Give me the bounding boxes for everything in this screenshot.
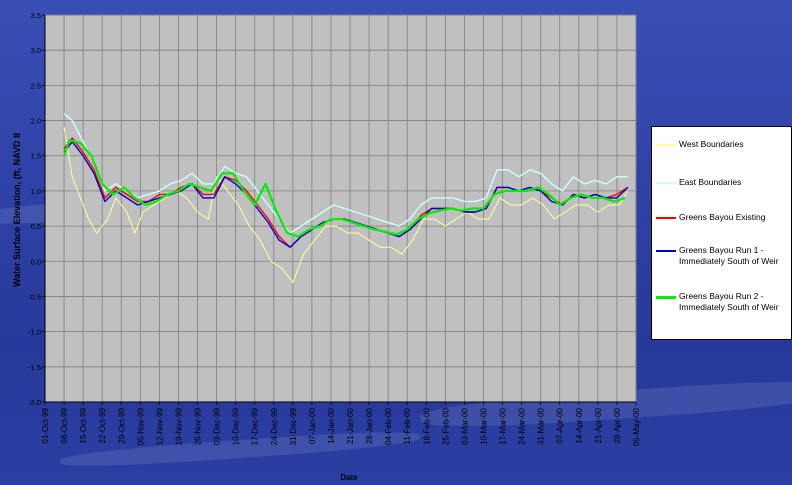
x-tick-label: 10-Dec-99 [232, 407, 241, 445]
series-line-2 [63, 112, 628, 234]
y-tick-label: 3.0 [31, 46, 41, 55]
x-tick-label: 17-Dec-99 [251, 407, 260, 445]
y-tick-label: -0.5 [28, 292, 41, 301]
legend-swatch [656, 250, 676, 252]
y-tick-label: 1.0 [31, 187, 41, 196]
x-tick-label: 01-Oct-99 [41, 407, 50, 443]
chart-legend: West Boundaries East Boundaries Greens Bay… [651, 126, 792, 340]
x-tick-label: 05-Nov-99 [136, 407, 145, 445]
series-line-1 [63, 127, 629, 283]
x-tick-label: 28-Jan-00 [365, 407, 374, 444]
x-tick-label: 12-Nov-99 [155, 407, 164, 445]
legend-swatch [656, 144, 676, 146]
y-tick-label: -2.0 [28, 398, 41, 407]
x-tick-label: 25-Feb-00 [441, 407, 450, 444]
y-tick-label: -1.0 [28, 328, 41, 337]
x-tick-label: 07-Apr-00 [556, 407, 565, 443]
x-tick-label: 18-Feb-00 [422, 407, 431, 444]
y-tick-label: 2.5 [31, 81, 41, 90]
legend-swatch [656, 217, 676, 219]
legend-label: Greens Bayou Run 2 - Immediately South o… [679, 291, 779, 312]
x-tick-label: 22-Oct-99 [98, 407, 107, 443]
x-tick-label: 21-Jan-00 [346, 407, 355, 444]
x-tick-label: 15-Oct-99 [79, 407, 88, 443]
legend-swatch [656, 182, 676, 184]
x-tick-label: 19-Nov-99 [174, 407, 183, 445]
y-tick-label: 0.5 [31, 222, 41, 231]
x-tick-label: 14-Apr-00 [575, 407, 584, 443]
x-tick-label: 21-Apr-00 [594, 407, 603, 443]
x-tick-label: 10-Mar-00 [479, 407, 488, 444]
legend-label: East Boundaries [679, 177, 742, 187]
y-tick-label: 3.5 [31, 11, 41, 20]
x-tick-label: 31-Mar-00 [537, 407, 546, 444]
x-tick-label: 31-Dec-99 [289, 407, 298, 445]
x-tick-label: 05-May-00 [632, 407, 641, 446]
y-tick-label: -1.5 [28, 363, 41, 372]
y-tick-label: 0.0 [31, 257, 41, 266]
y-tick-label: 2.0 [31, 117, 41, 126]
x-tick-label: 03-Dec-99 [213, 407, 222, 445]
legend-swatch [656, 296, 676, 299]
x-tick-label: 24-Mar-00 [518, 407, 527, 444]
x-axis-label: Date [340, 473, 358, 482]
x-tick-label: 07-Jan-00 [308, 407, 317, 444]
legend-label: Greens Bayou Run 1 - Immediately South o… [679, 245, 779, 266]
y-tick-label: 1.5 [31, 152, 41, 161]
series-lines [63, 112, 629, 283]
x-tick-label: 26-Nov-99 [194, 407, 203, 445]
x-tick-label: 24-Dec-99 [270, 407, 279, 445]
x-axis-ticks: 01-Oct-99 08-Oct-99 15-Oct-99 22-Oct-99 29-O… [41, 401, 641, 446]
plot-area [44, 14, 637, 403]
series-line-5 [63, 139, 626, 238]
x-tick-label: 08-Oct-99 [60, 407, 69, 443]
legend-label: West Boundaries [679, 139, 744, 149]
x-tick-label: 29-Oct-99 [117, 407, 126, 443]
legend-label: Greens Bayou Existing [679, 212, 766, 222]
x-tick-label: 04-Feb-00 [384, 407, 393, 444]
x-tick-label: 28-Apr-00 [613, 407, 622, 443]
x-tick-label: 03-Mar-00 [460, 407, 469, 444]
x-tick-label: 17-Mar-00 [499, 407, 508, 444]
y-axis-label: Water Surface Elevation, (ft, NAVD 8 [12, 133, 22, 287]
x-tick-label: 14-Jan-00 [327, 407, 336, 444]
y-axis-ticks: -2.0 -1.5 -1.0 -0.5 0.0 0.5 1.0 1.5 2.0 2.5 3.0 3.5 [28, 11, 46, 407]
x-tick-label: 11-Feb-00 [403, 407, 412, 444]
